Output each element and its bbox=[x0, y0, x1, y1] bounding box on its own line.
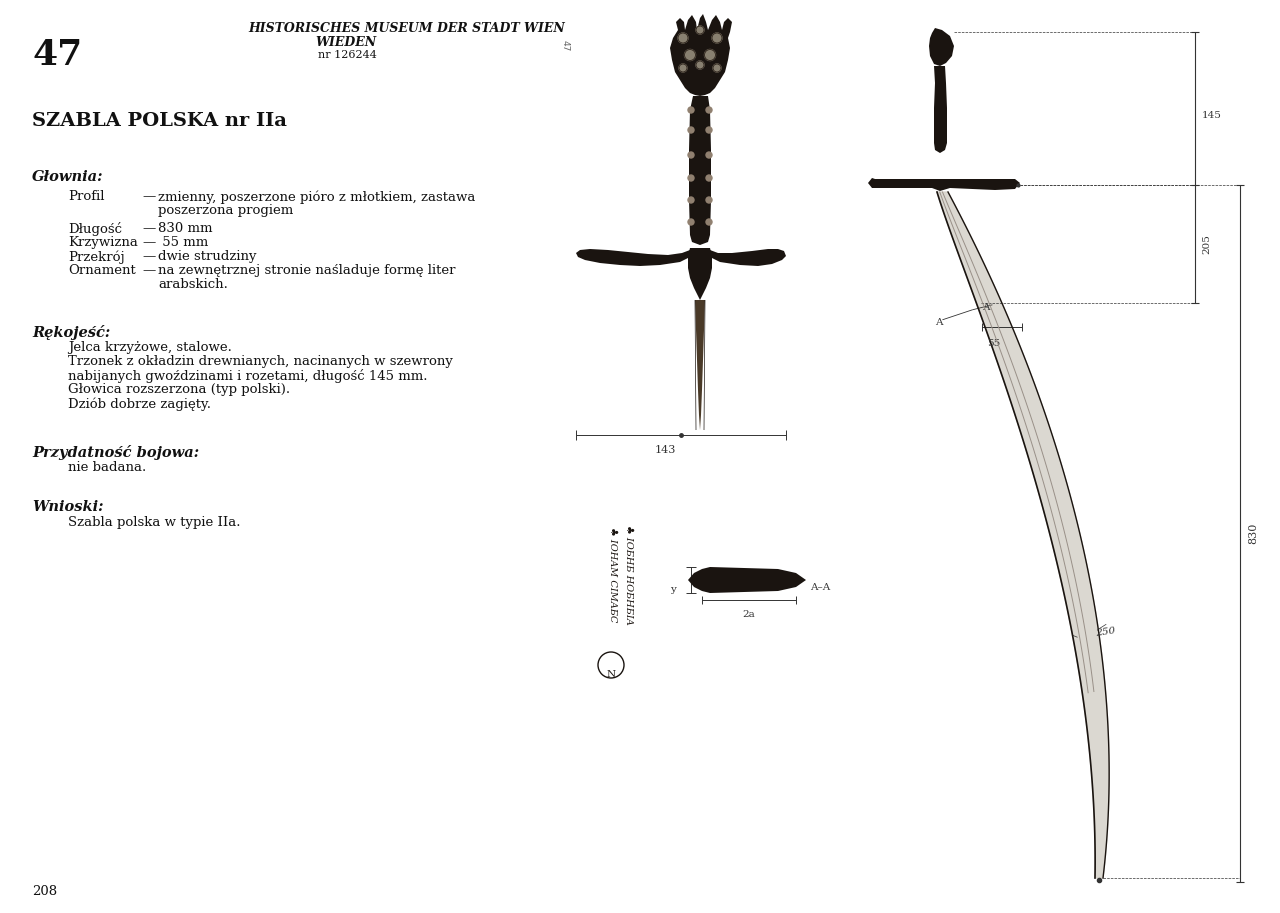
Circle shape bbox=[707, 107, 712, 113]
Circle shape bbox=[689, 197, 694, 203]
Text: Profil: Profil bbox=[68, 190, 105, 203]
Text: y: y bbox=[671, 585, 676, 594]
Text: 2a: 2a bbox=[742, 610, 755, 619]
Text: 830 mm: 830 mm bbox=[157, 222, 212, 235]
Text: Trzonek z okładzin drewnianych, nacinanych w szewrony: Trzonek z okładzin drewnianych, nacinany… bbox=[68, 355, 453, 368]
Text: 143: 143 bbox=[654, 445, 676, 455]
Circle shape bbox=[707, 197, 712, 203]
Text: Jelca krzyżowe, stalowe.: Jelca krzyżowe, stalowe. bbox=[68, 341, 232, 354]
Text: poszerzona progiem: poszerzona progiem bbox=[157, 204, 293, 217]
Text: 55 mm: 55 mm bbox=[157, 236, 209, 249]
Text: —: — bbox=[142, 250, 155, 263]
Circle shape bbox=[707, 175, 712, 181]
Text: Wnioski:: Wnioski: bbox=[32, 500, 104, 514]
Text: Dziób dobrze zagięty.: Dziób dobrze zagięty. bbox=[68, 397, 211, 411]
Text: 55: 55 bbox=[987, 340, 1001, 348]
Polygon shape bbox=[695, 300, 705, 430]
Text: 830: 830 bbox=[1248, 522, 1258, 543]
Polygon shape bbox=[689, 248, 712, 300]
Circle shape bbox=[707, 152, 712, 158]
Text: Ornament: Ornament bbox=[68, 264, 136, 277]
Circle shape bbox=[678, 33, 689, 43]
Circle shape bbox=[685, 49, 695, 60]
Circle shape bbox=[704, 49, 716, 60]
Circle shape bbox=[707, 127, 712, 133]
Text: HISTORISCHES MUSEUM DER STADT WIEN: HISTORISCHES MUSEUM DER STADT WIEN bbox=[248, 22, 564, 35]
Text: nabijanych gwoździnami i rozetami, długość 145 mm.: nabijanych gwoździnami i rozetami, długo… bbox=[68, 369, 428, 383]
Text: —: — bbox=[142, 264, 155, 277]
Circle shape bbox=[696, 61, 704, 69]
Text: Głownia:: Głownia: bbox=[32, 170, 104, 184]
Text: Rękojeść:: Rękojeść: bbox=[32, 325, 110, 340]
Text: ♣ IOHAM CIMAБС: ♣ IOHAM CIMAБС bbox=[608, 528, 617, 623]
Polygon shape bbox=[708, 249, 786, 266]
Text: Głowica rozszerzona (typ polski).: Głowica rozszerzona (typ polski). bbox=[68, 383, 291, 396]
Circle shape bbox=[678, 64, 687, 72]
Circle shape bbox=[689, 219, 694, 225]
Text: zmienny, poszerzone pióro z młotkiem, zastawa: zmienny, poszerzone pióro z młotkiem, za… bbox=[157, 190, 475, 204]
Text: 208: 208 bbox=[32, 885, 58, 898]
Polygon shape bbox=[934, 66, 947, 153]
Text: Krzywizna: Krzywizna bbox=[68, 236, 138, 249]
Text: ♣ IOБHБ HOБHБIA: ♣ IOБHБ HOБHБIA bbox=[623, 525, 632, 624]
Polygon shape bbox=[689, 96, 710, 245]
Polygon shape bbox=[868, 178, 1020, 191]
Text: A: A bbox=[983, 303, 989, 312]
Circle shape bbox=[689, 107, 694, 113]
Text: 47: 47 bbox=[32, 38, 82, 72]
Text: 145: 145 bbox=[1202, 111, 1222, 120]
Polygon shape bbox=[576, 249, 692, 266]
Text: Szabla polska w typie IIa.: Szabla polska w typie IIa. bbox=[68, 516, 241, 529]
Text: Przekrój: Przekrój bbox=[68, 250, 124, 264]
Text: 250: 250 bbox=[1094, 626, 1116, 638]
Text: —: — bbox=[142, 190, 155, 203]
Circle shape bbox=[712, 33, 722, 43]
Circle shape bbox=[713, 64, 721, 72]
Text: arabskich.: arabskich. bbox=[157, 278, 228, 291]
Circle shape bbox=[689, 127, 694, 133]
Text: —: — bbox=[142, 236, 155, 249]
Text: —: — bbox=[142, 222, 155, 235]
Circle shape bbox=[707, 219, 712, 225]
Text: A: A bbox=[936, 318, 943, 327]
Text: nr 126244: nr 126244 bbox=[317, 50, 376, 60]
Text: 47: 47 bbox=[561, 40, 570, 51]
Text: SZABLA POLSKA nr IIa: SZABLA POLSKA nr IIa bbox=[32, 112, 287, 130]
Circle shape bbox=[689, 175, 694, 181]
Circle shape bbox=[696, 26, 704, 34]
Text: WIEDEN: WIEDEN bbox=[315, 36, 376, 49]
Polygon shape bbox=[669, 14, 732, 96]
Text: Przydatność bojowa:: Przydatność bojowa: bbox=[32, 445, 200, 460]
Text: 205: 205 bbox=[1202, 234, 1211, 254]
Polygon shape bbox=[937, 192, 1110, 878]
Circle shape bbox=[689, 152, 694, 158]
Polygon shape bbox=[689, 567, 806, 593]
Text: nie badana.: nie badana. bbox=[68, 461, 146, 474]
Text: na zewnętrznej stronie naśladuje formę liter: na zewnętrznej stronie naśladuje formę l… bbox=[157, 264, 456, 277]
Text: Długość: Długość bbox=[68, 222, 122, 236]
Text: dwie strudziny: dwie strudziny bbox=[157, 250, 256, 263]
Text: A–A: A–A bbox=[810, 583, 831, 592]
Polygon shape bbox=[929, 28, 954, 66]
Text: N: N bbox=[607, 670, 616, 679]
